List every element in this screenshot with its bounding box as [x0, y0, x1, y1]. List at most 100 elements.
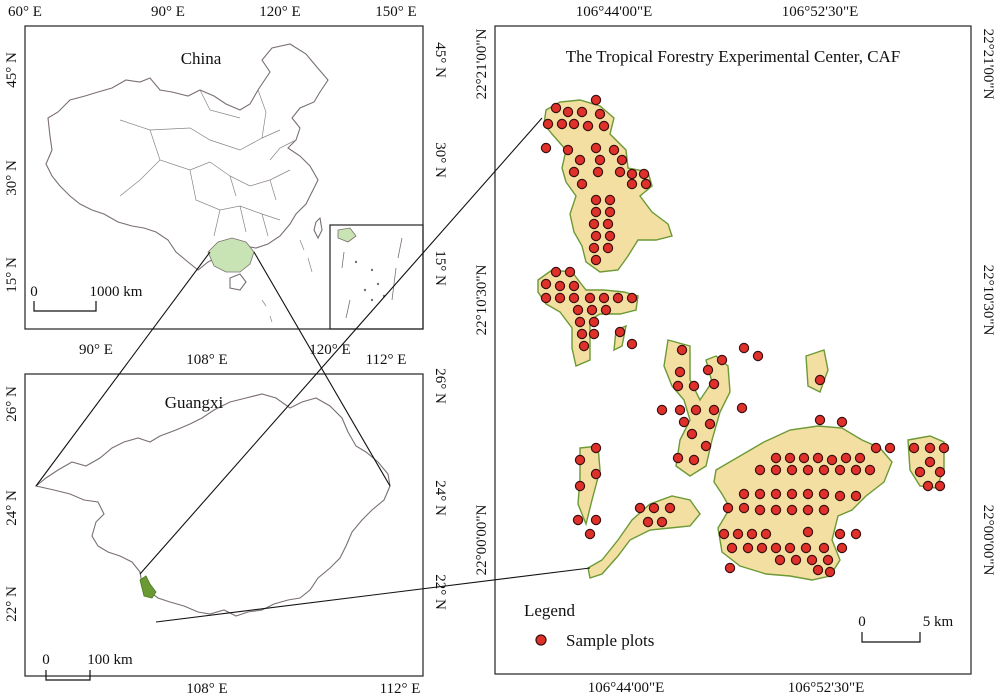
sample-plot-marker [934, 466, 946, 478]
sample-plot-marker [664, 502, 676, 514]
sample-plot-marker [690, 404, 702, 416]
sample-plot-marker [802, 464, 814, 476]
sample-plot-marker [760, 528, 772, 540]
sample-plot-marker [770, 488, 782, 500]
guangxi-right-tick-24: 24° N [432, 480, 448, 516]
sample-plot-marker [672, 452, 684, 464]
connector-lines [35, 117, 591, 623]
province-lines [119, 89, 297, 237]
guangxi-left-tick-24: 24° N [4, 490, 20, 526]
sample-plot-marker [574, 480, 586, 492]
sample-plot-marker [818, 542, 830, 554]
sample-plot-marker [614, 166, 626, 178]
sample-plot-marker [604, 230, 616, 242]
china-left-tick-30: 30° N [4, 160, 20, 196]
guangxi-top-tick-112: 112° E [366, 352, 407, 368]
forest-patch-southwest [587, 495, 701, 579]
sample-plot-marker [642, 516, 654, 528]
sample-plot-marker [742, 542, 754, 554]
sample-plot-marker [590, 230, 602, 242]
sample-plot-marker [672, 380, 684, 392]
south-china-sea-inset [329, 224, 424, 330]
sample-plot-marker [550, 266, 562, 278]
sample-plot-marker [576, 178, 588, 190]
sample-plot-marker [818, 504, 830, 516]
sample-plot-marker [806, 554, 818, 566]
center-panel: The Tropical Forestry Experimental Cente… [474, 4, 996, 696]
sample-plot-marker [612, 292, 624, 304]
sample-plot-marker [686, 428, 698, 440]
sample-plot-marker [576, 328, 588, 340]
sample-plot-marker [818, 488, 830, 500]
center-right-tick-1: 22°21'00"N [980, 29, 996, 100]
sample-plot-marker [770, 464, 782, 476]
sample-plot-marker [884, 442, 896, 454]
legend-title: Legend [524, 601, 575, 620]
sample-plot-marker [582, 120, 594, 132]
sample-plot-marker [576, 106, 588, 118]
guangxi-bottom-tick-108: 108° E [186, 681, 227, 695]
sample-plot-marker [590, 206, 602, 218]
sample-plot-marker [802, 488, 814, 500]
sample-plot-marker [802, 526, 814, 538]
sample-plot-marker [598, 120, 610, 132]
sample-plot-marker [590, 514, 602, 526]
sample-plot-marker [590, 468, 602, 480]
sample-plot-marker [826, 454, 838, 466]
study-area-guangxi [139, 575, 157, 599]
sample-plot-marker [562, 144, 574, 156]
sample-plot-marker [754, 464, 766, 476]
connector-guangxi-center-top [139, 117, 543, 575]
sample-plot-marker [572, 514, 584, 526]
guangxi-outline [34, 393, 391, 617]
sample-plot-marker [722, 502, 734, 514]
sample-plot-marker [554, 280, 566, 292]
sample-plot-marker [724, 562, 736, 574]
sample-plot-marker [608, 144, 620, 156]
sample-plot-marker [674, 366, 686, 378]
china-scale-label: 1000 km [90, 284, 143, 300]
guangxi-highlight [207, 237, 255, 273]
sample-plot-marker [770, 504, 782, 516]
sample-plot-marker [588, 316, 600, 328]
sample-plot-marker [732, 528, 744, 540]
sample-plot-marker [578, 340, 590, 352]
sample-plot-marker [568, 166, 580, 178]
connector-guangxi-center-bottom [155, 567, 591, 623]
sample-plot-marker [656, 404, 668, 416]
sample-plot-marker [688, 454, 700, 466]
sample-plot-marker [640, 178, 652, 190]
guangxi-scale-bar [45, 670, 91, 681]
sample-plot-marker [834, 528, 846, 540]
sample-plot-marker [738, 502, 750, 514]
sample-plot-marker [590, 442, 602, 454]
sample-plot-marker [938, 442, 950, 454]
china-right-tick-45: 45° N [432, 42, 448, 78]
sample-plot-marker [540, 142, 552, 154]
sample-plot-marker [774, 554, 786, 566]
guangxi-frame [24, 373, 424, 677]
sample-plot-marker [834, 464, 846, 476]
sample-plot-marker [786, 488, 798, 500]
sample-plot-marker [754, 504, 766, 516]
sample-plot-marker [738, 488, 750, 500]
china-frame [24, 25, 424, 330]
guangxi-scale-zero: 0 [42, 652, 50, 668]
sample-plot-marker [798, 452, 810, 464]
sample-plot-marker [586, 304, 598, 316]
center-scale-zero: 0 [858, 614, 866, 630]
china-top-tick-150: 150° E [375, 4, 416, 20]
sample-plot-marker [702, 364, 714, 376]
sample-plot-marker [542, 118, 554, 130]
south-china-sea-islands [337, 227, 403, 319]
hainan-island [229, 273, 247, 291]
guangxi-bottom-tick-112: 112° E [380, 681, 421, 695]
forest-patch-north [543, 99, 673, 273]
center-scale-label: 5 km [923, 614, 954, 630]
sample-plot-marker [540, 278, 552, 290]
sample-plot-marker [626, 338, 638, 350]
sample-plot-marker [704, 418, 716, 430]
sample-plot-marker [824, 566, 836, 578]
coastal-islands [261, 239, 313, 323]
